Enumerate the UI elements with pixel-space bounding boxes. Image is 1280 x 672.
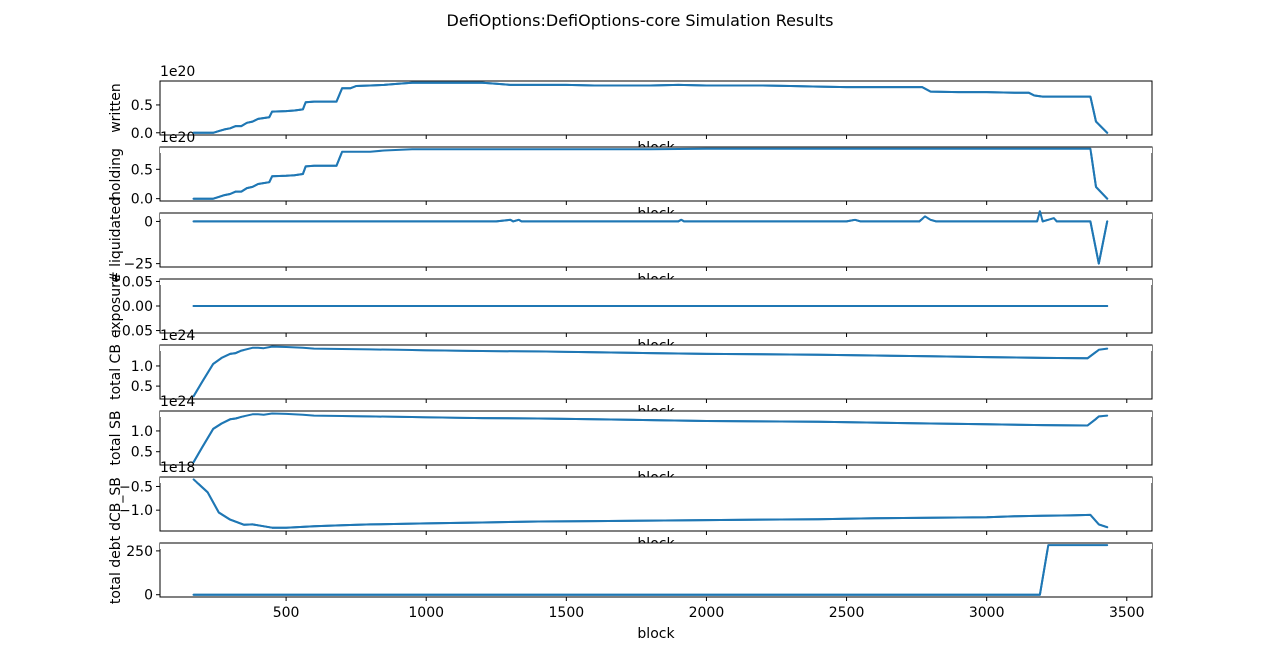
subplot-6-ylabel: total SB bbox=[108, 411, 124, 466]
subplot-7-ytick-label: −1.0 bbox=[119, 503, 153, 519]
overlap-mask bbox=[160, 477, 1152, 483]
subplot-7-ylabel: dCB_SB bbox=[108, 477, 124, 531]
subplot-2-series-line bbox=[192, 147, 1109, 200]
subplot-5-ylabel: total CB bbox=[108, 344, 124, 400]
subplot-4-ytick-label: −0.05 bbox=[110, 324, 153, 340]
subplot-8-ylabel: total debt bbox=[108, 535, 124, 604]
overlap-mask bbox=[160, 213, 1152, 219]
subplot-3-ylabel: # liquidated bbox=[108, 197, 124, 283]
subplot-1-series-overlay bbox=[192, 81, 1109, 134]
subplot-8-series-line bbox=[192, 544, 1109, 596]
xtick-label: 500 bbox=[273, 605, 300, 621]
subplot-3-series-overlay bbox=[192, 210, 1109, 265]
subplot-1-series-line bbox=[192, 81, 1109, 134]
shared-xlabel: block bbox=[637, 626, 675, 642]
subplot-6-offset-text: 1e24 bbox=[160, 394, 195, 410]
subplot-7-offset-text: 1e18 bbox=[160, 460, 195, 476]
xtick-label: 2500 bbox=[829, 605, 865, 621]
subplot-8-series-overlay bbox=[192, 544, 1109, 596]
subplot-2-series-overlay bbox=[192, 147, 1109, 200]
subplot-4-ylabel: exposure bbox=[108, 274, 124, 338]
xtick-label: 2000 bbox=[689, 605, 725, 621]
subplot-2-ylabel: holding bbox=[108, 148, 124, 200]
subplot-1-ytick-label: 0.0 bbox=[131, 126, 153, 142]
subplot-2-offset-text: 1e20 bbox=[160, 130, 195, 146]
subplot-1-offset-text: 1e20 bbox=[160, 64, 195, 80]
subplot-1-frame bbox=[159, 80, 1153, 136]
subplot-5-series-overlay bbox=[192, 345, 1109, 398]
subplot-8-ytick-label: 0 bbox=[144, 588, 153, 604]
subplot-2-ytick-label: 0.5 bbox=[131, 162, 153, 178]
figure-title: DefiOptions:DefiOptions-core Simulation … bbox=[446, 11, 834, 30]
subplot-1-ylabel: written bbox=[108, 83, 124, 133]
subplot-2-ytick-label: 0.0 bbox=[131, 192, 153, 208]
subplot-3-ytick-label: −25 bbox=[123, 257, 153, 273]
subplot-4-ytick-label: 0.00 bbox=[122, 299, 153, 315]
xtick-label: 3500 bbox=[1109, 605, 1145, 621]
xtick-label: 1500 bbox=[549, 605, 585, 621]
subplot-6-series-overlay bbox=[192, 412, 1109, 464]
subplot-6-ytick-label: 1.0 bbox=[131, 424, 153, 440]
subplot-7-ytick-label: −0.5 bbox=[119, 479, 153, 495]
subplot-1-ytick-label: 0.5 bbox=[131, 98, 153, 114]
xtick-label: 1000 bbox=[408, 605, 444, 621]
subplot-4-ytick-label: 0.05 bbox=[122, 274, 153, 290]
subplot-5-ytick-label: 0.5 bbox=[131, 379, 153, 395]
subplot-7-series-overlay bbox=[192, 478, 1109, 529]
subplot-8-ytick-label: 250 bbox=[126, 544, 153, 560]
overlap-mask bbox=[160, 345, 1152, 351]
xtick-label: 3000 bbox=[969, 605, 1005, 621]
subplot-6-ytick-label: 0.5 bbox=[131, 445, 153, 461]
overlap-mask bbox=[160, 279, 1152, 285]
overlap-mask bbox=[160, 411, 1152, 417]
subplot-5-offset-text: 1e24 bbox=[160, 328, 195, 344]
subplot-5-ytick-label: 1.0 bbox=[131, 359, 153, 375]
subplot-3-ytick-label: 0 bbox=[144, 214, 153, 230]
overlap-mask bbox=[160, 543, 1152, 549]
